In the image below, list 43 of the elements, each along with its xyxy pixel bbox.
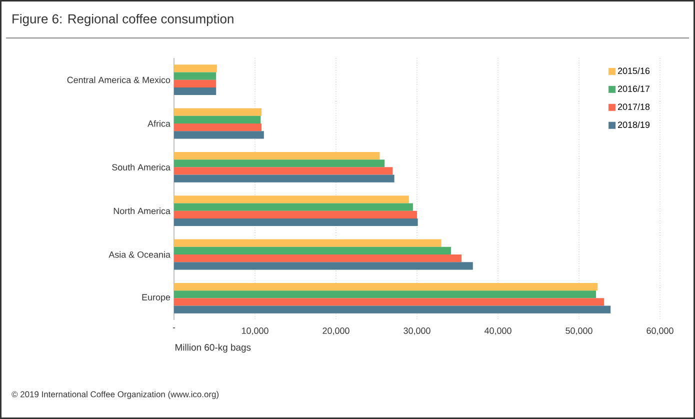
text: © 2019 International Coffee Organization (www.ico.org) <box>12 391 219 399</box>
y-tick-label: South America <box>112 164 170 170</box>
x-tick-label: 20,000 <box>322 328 350 335</box>
x-tick-label: 30,000 <box>404 328 430 335</box>
bar <box>174 131 264 139</box>
bar <box>174 282 598 291</box>
legend-label: 2017/18 <box>618 103 650 110</box>
y-tick-label: Europe <box>142 294 170 302</box>
bar <box>174 64 217 72</box>
x-tick-label: 60,000 <box>646 328 674 335</box>
y-tick-label: Asia & Oceania <box>108 251 170 258</box>
bar <box>174 218 418 226</box>
legend-label: 2016/17 <box>618 85 650 92</box>
bar <box>174 254 462 262</box>
y-tick-label: Central America & Mexico <box>67 76 170 84</box>
x-tick-label: 10,000 <box>242 328 268 335</box>
bar <box>174 306 611 314</box>
bar <box>174 108 262 116</box>
legend-label: 2018/19 <box>618 121 650 128</box>
bar <box>174 246 452 255</box>
bar <box>174 80 216 88</box>
bar <box>174 203 413 211</box>
bar <box>174 72 216 80</box>
y-tick-label: North America <box>114 208 170 214</box>
x-axis-title: Million 60-kg bags <box>176 344 251 353</box>
bar <box>174 290 596 298</box>
bar <box>174 152 380 160</box>
bar <box>174 210 418 218</box>
chart-title: Figure 6: Regional coffee consumption <box>12 14 234 26</box>
y-tick-label: Africa <box>148 120 170 127</box>
bar <box>174 239 442 247</box>
bar <box>174 174 394 182</box>
bar <box>174 87 216 96</box>
bar <box>174 167 393 175</box>
bar <box>174 196 409 204</box>
x-tick-label: 40,000 <box>484 328 512 335</box>
legend-label: 2015/16 <box>618 67 650 74</box>
bar <box>174 124 262 132</box>
bar <box>174 160 385 168</box>
bar <box>174 262 473 270</box>
x-tick-label: 50,000 <box>566 328 592 335</box>
bar <box>174 298 604 306</box>
bar <box>174 116 261 124</box>
